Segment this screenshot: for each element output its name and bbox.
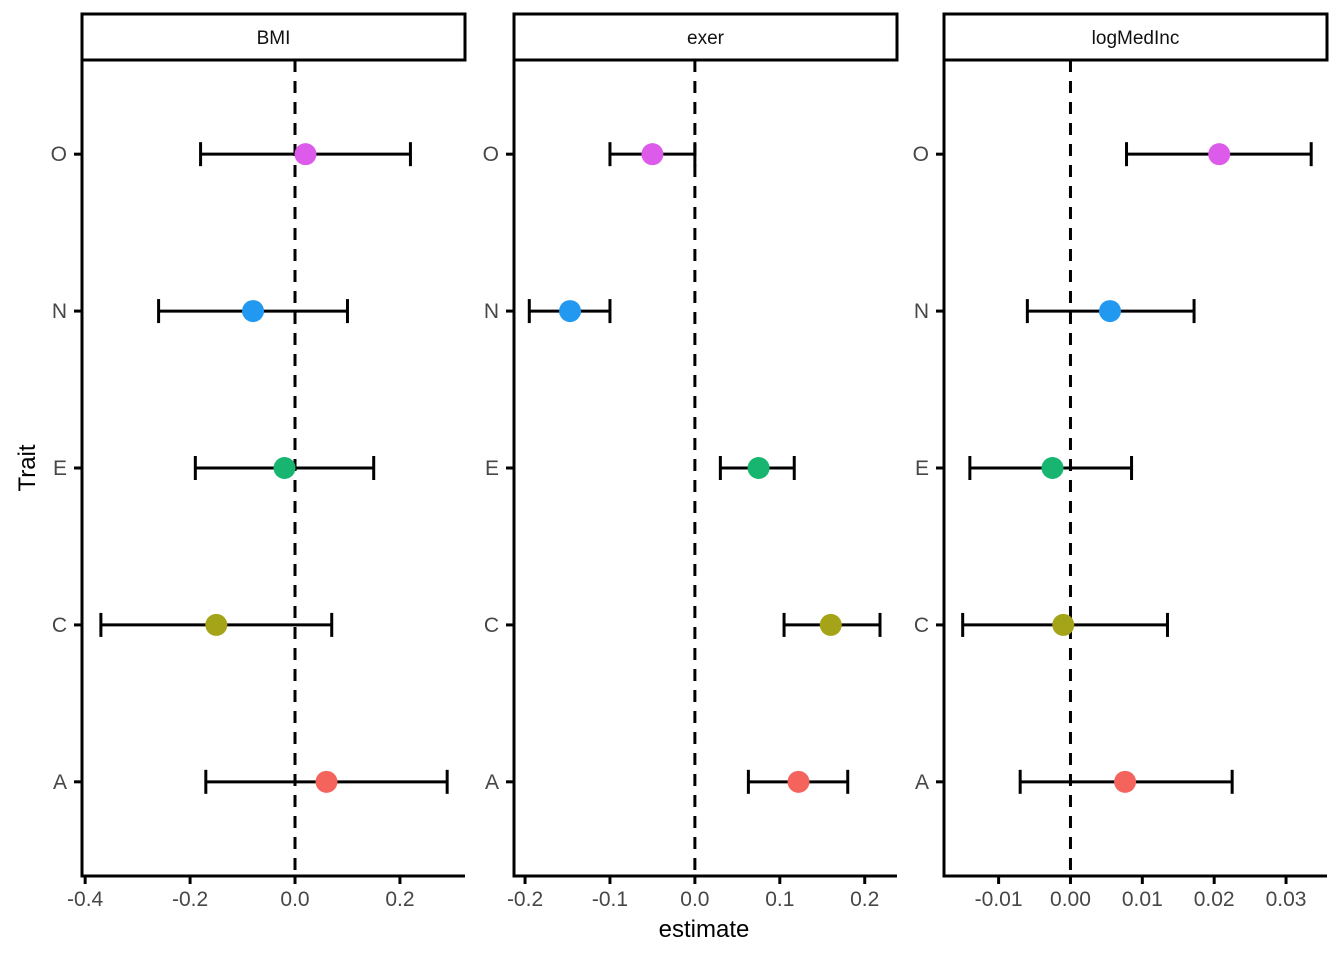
y-tick-label: E <box>915 457 929 480</box>
estimate-point-C <box>205 613 228 636</box>
y-axis-title: Trait <box>14 444 41 492</box>
facet-BMI: BMI -0.4 -0.2 0.0 0.2 O N E C A <box>51 12 467 911</box>
x-tick-label: 0.01 <box>1122 888 1163 911</box>
x-tick-label: 0.2 <box>385 888 414 911</box>
estimate-point-C <box>819 613 842 636</box>
estimate-point-A <box>315 770 338 793</box>
y-tick-label: A <box>485 771 499 794</box>
y-tick-label: O <box>51 143 67 166</box>
x-tick-label: -0.4 <box>67 888 104 911</box>
y-tick-label: N <box>484 300 499 323</box>
y-tick-label: N <box>914 300 929 323</box>
y-tick-label: E <box>53 457 67 480</box>
y-tick-label: A <box>53 771 67 794</box>
estimate-point-N <box>1098 300 1121 323</box>
estimate-point-A <box>787 770 810 793</box>
facet-strip-label: BMI <box>257 28 291 49</box>
y-tick-label: E <box>485 457 499 480</box>
estimate-point-E <box>273 457 296 479</box>
x-tick-label: 0.0 <box>680 888 709 911</box>
x-tick-label: 0.0 <box>280 888 309 911</box>
y-tick-label: C <box>484 614 499 637</box>
x-tick-label: -0.01 <box>975 888 1023 911</box>
x-axis-title: estimate <box>658 916 750 943</box>
facet-logMedInc: logMedInc -0.01 0.00 0.01 0.02 0.03 O N E C A <box>913 12 1329 911</box>
estimate-point-N <box>242 300 265 323</box>
estimate-point-O <box>294 143 317 166</box>
y-tick-label: A <box>915 771 929 794</box>
estimate-point-E <box>747 457 770 479</box>
estimate-point-E <box>1041 457 1064 479</box>
facet-strip <box>80 12 467 62</box>
x-tick-label: 0.03 <box>1266 888 1307 911</box>
x-tick-label: 0.1 <box>765 888 794 911</box>
estimate-point-C <box>1052 613 1075 636</box>
x-tick-label: -0.2 <box>172 888 208 911</box>
facet-strip-label: logMedInc <box>1092 28 1180 49</box>
y-tick-label: O <box>483 143 499 166</box>
x-tick-label: 0.2 <box>850 888 879 911</box>
y-tick-label: C <box>914 614 929 637</box>
x-tick-label: 0.02 <box>1194 888 1235 911</box>
facet-exer: exer -0.2 -0.1 0.0 0.1 0.2 O N E C A <box>483 12 899 911</box>
estimate-point-N <box>559 300 582 323</box>
x-tick-label: -0.1 <box>592 888 628 911</box>
x-tick-label: 0.00 <box>1050 888 1091 911</box>
facet-strip <box>942 12 1329 62</box>
estimate-point-O <box>1208 143 1231 166</box>
y-tick-label: O <box>913 143 929 166</box>
estimate-point-A <box>1114 770 1137 793</box>
y-tick-label: C <box>52 614 67 637</box>
y-tick-label: N <box>52 300 67 323</box>
facet-strip-label: exer <box>687 28 725 49</box>
x-tick-label: -0.2 <box>507 888 543 911</box>
facet-strip <box>512 12 899 62</box>
estimate-point-O <box>641 143 664 166</box>
